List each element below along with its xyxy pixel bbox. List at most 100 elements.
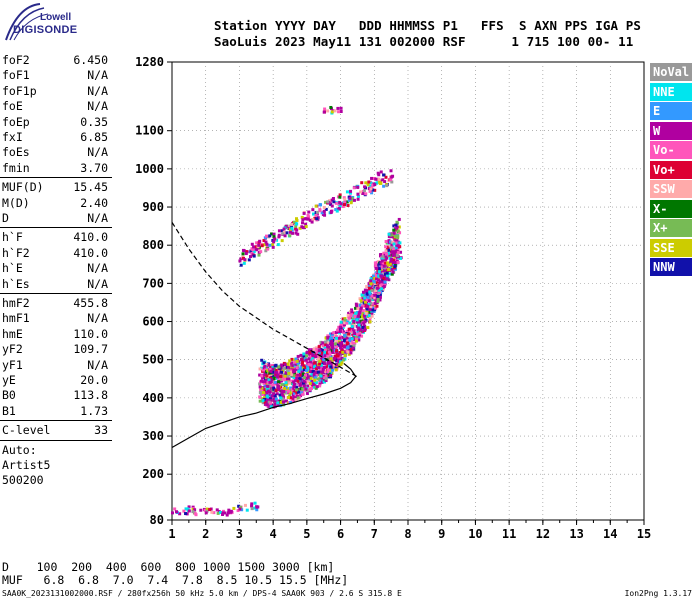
trace-point (305, 217, 309, 221)
echo-point (199, 508, 203, 512)
trace-point (272, 392, 276, 396)
trace-point (255, 248, 259, 252)
echo-point (370, 191, 374, 195)
echo-point (292, 380, 296, 384)
echo-point (193, 511, 197, 515)
echo-point (191, 510, 195, 514)
echo-point (398, 231, 402, 235)
echo-point (293, 360, 297, 364)
trace-point (322, 110, 326, 114)
x-tick-label: 12 (536, 527, 550, 541)
y-tick-label: 1000 (135, 162, 164, 176)
echo-point (292, 376, 296, 380)
echo-point (305, 392, 309, 396)
echo-point (267, 374, 271, 378)
echo-point (293, 383, 297, 387)
echo-point (369, 187, 373, 191)
legend-item: Vo+ (650, 160, 692, 179)
echo-point (253, 501, 257, 505)
echo-point (352, 343, 356, 347)
param-value: N/A (87, 276, 108, 291)
echo-point (277, 229, 281, 233)
echo-point (232, 506, 236, 510)
echo-point (289, 396, 293, 400)
echo-point (328, 342, 332, 346)
echo-point (335, 349, 339, 353)
echo-point (209, 507, 213, 511)
echo-point (389, 178, 393, 182)
echo-point (389, 253, 393, 257)
echo-point (295, 391, 299, 395)
echo-point (260, 358, 264, 362)
echo-point (383, 180, 387, 184)
echo-point (359, 322, 363, 326)
echo-point (305, 368, 309, 372)
echo-point (294, 398, 298, 402)
y-tick-label: 900 (142, 200, 164, 214)
echo-point (382, 276, 386, 280)
echo-point (368, 308, 372, 312)
echo-point (316, 350, 320, 354)
echo-point (264, 249, 268, 253)
echo-point (343, 201, 347, 205)
echo-point (330, 198, 334, 202)
echo-point (334, 336, 338, 340)
param-row: hmF1 N/A (2, 311, 110, 327)
x-tick-label: 15 (637, 527, 651, 541)
trace-point (258, 385, 262, 389)
echo-point (331, 342, 335, 346)
echo-point (301, 372, 305, 376)
echo-point (313, 216, 317, 220)
echo-point (378, 267, 382, 271)
y-tick-label: 700 (142, 276, 164, 290)
echo-point (342, 338, 346, 342)
echo-point (347, 311, 351, 315)
echo-point (367, 303, 371, 307)
echo-point (317, 345, 321, 349)
echo-point (243, 258, 247, 262)
echo-point (318, 362, 322, 366)
echo-point (280, 389, 284, 393)
echo-point (312, 347, 316, 351)
echo-point (368, 290, 372, 294)
echo-point (321, 361, 325, 365)
echo-point (363, 296, 367, 300)
echo-point (310, 386, 314, 390)
echo-point (290, 226, 294, 230)
echo-point (399, 256, 403, 260)
echo-point (347, 316, 351, 320)
echo-point (332, 363, 336, 367)
param-row: fmin 3.70 (2, 161, 110, 177)
echo-point (295, 218, 299, 222)
echo-point (324, 200, 328, 204)
echo-point (268, 397, 272, 401)
echo-point (308, 218, 312, 222)
x-tick-label: 6 (337, 527, 344, 541)
echo-point (304, 222, 308, 226)
echo-point (277, 233, 281, 237)
echo-point (370, 302, 374, 306)
echo-point (324, 374, 328, 378)
echo-point (283, 378, 287, 382)
echo-point (279, 400, 283, 404)
param-value: 455.8 (73, 296, 108, 310)
trace-point (255, 505, 259, 509)
param-label: yF2 (2, 342, 23, 357)
echo-point (379, 253, 383, 257)
echo-point (350, 313, 354, 317)
echo-point (295, 228, 299, 232)
echo-point (286, 374, 290, 378)
echo-point (389, 246, 393, 250)
echo-point (260, 374, 264, 378)
echo-point (336, 354, 340, 358)
echo-point (262, 366, 266, 370)
echo-point (314, 213, 318, 217)
echo-point (326, 109, 330, 113)
echo-point (306, 364, 310, 368)
echo-point (329, 336, 333, 340)
echo-point (368, 311, 372, 315)
echo-point (306, 361, 310, 365)
echo-point (390, 243, 394, 247)
echo-point (348, 337, 352, 341)
echo-point (345, 336, 349, 340)
